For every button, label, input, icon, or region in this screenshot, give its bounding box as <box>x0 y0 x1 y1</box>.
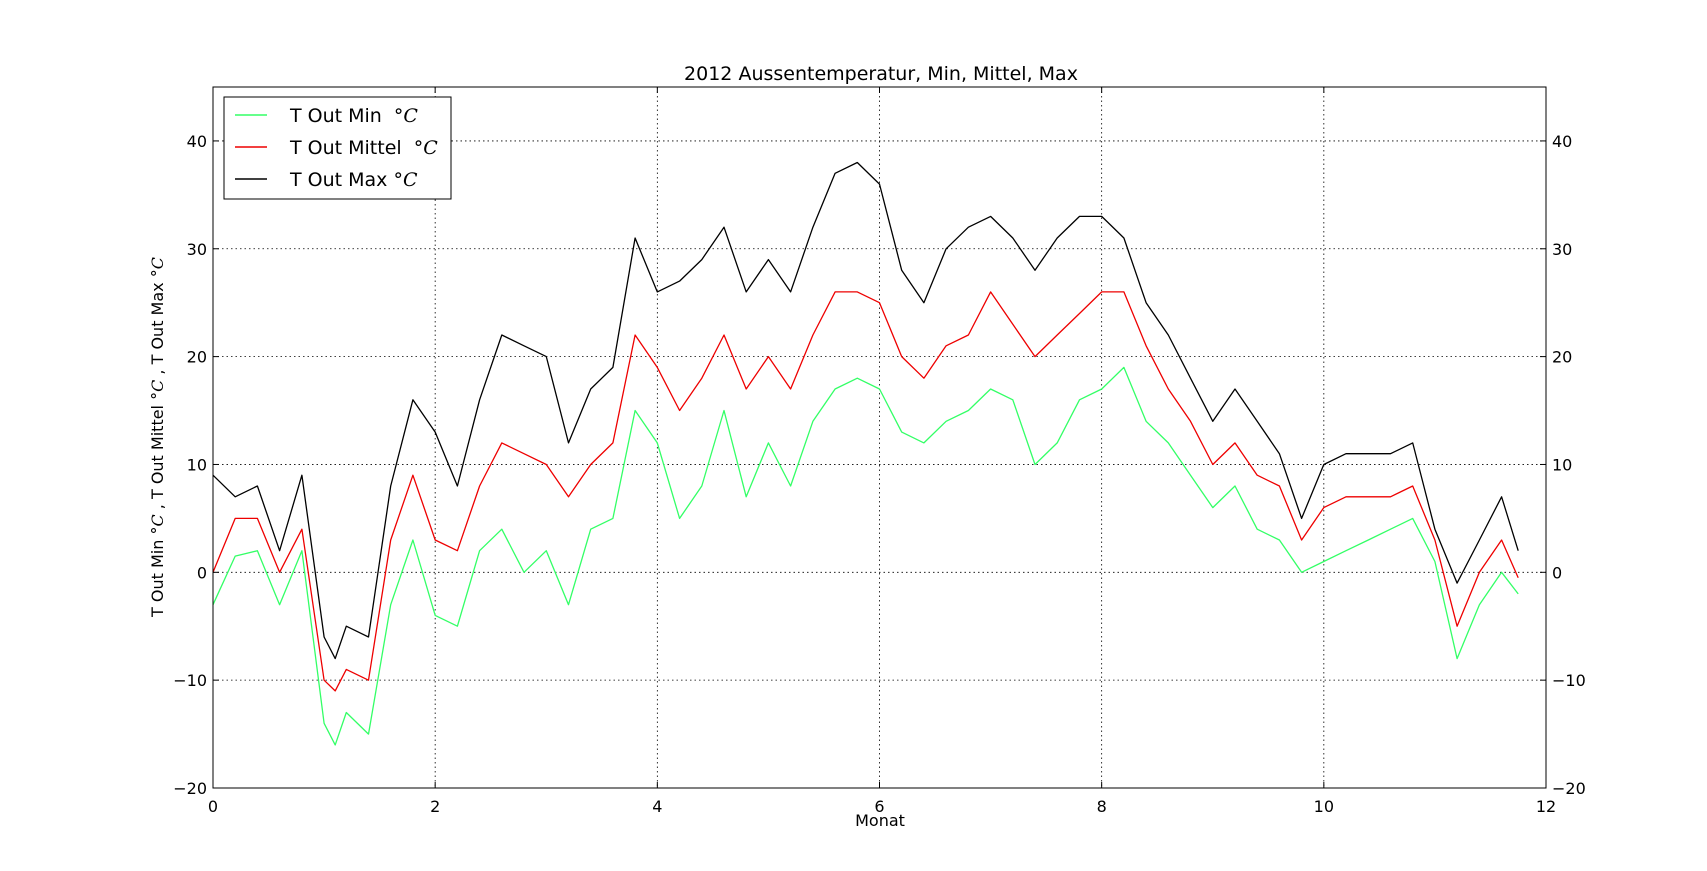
legend-unit-min: °C <box>394 105 419 127</box>
y-label-min: T Out Min <box>148 540 167 618</box>
y-tick-label-left: −20 <box>173 779 207 798</box>
y-tick-label-right: 30 <box>1552 240 1572 259</box>
legend-box <box>223 96 452 200</box>
legend-label-max: T Out Max <box>289 169 387 191</box>
x-tick-label: 4 <box>652 797 662 816</box>
y-label-mittel-unit: °C <box>148 380 167 400</box>
grid-lines <box>213 87 1546 788</box>
y-tick-label-left: 30 <box>187 240 207 259</box>
y-tick-label-left: 10 <box>187 455 207 474</box>
y-tick-label-left: −10 <box>173 671 207 690</box>
y-tick-label-left: 0 <box>197 563 207 582</box>
x-axis-label: Monat <box>855 811 905 830</box>
legend-label-min: T Out Min <box>289 105 382 127</box>
x-tick-label: 10 <box>1314 797 1334 816</box>
y-tick-label-right: 0 <box>1552 563 1562 582</box>
y-tick-label-right: 20 <box>1552 348 1572 367</box>
x-tick-label: 6 <box>874 797 884 816</box>
x-tick-label: 12 <box>1536 797 1556 816</box>
y-tick-label-right: −20 <box>1552 779 1586 798</box>
y-label-max-unit: °C <box>148 257 167 277</box>
series-lines <box>212 161 1519 746</box>
legend: T Out Min °C T Out Mittel °C T Out Max °… <box>223 96 452 200</box>
x-tick-label: 0 <box>208 797 218 816</box>
series-line-min <box>212 366 1519 746</box>
series-line-mittel <box>212 291 1519 692</box>
axis-ticks <box>212 87 1547 789</box>
legend-entry-min: T Out Min °C <box>289 105 418 127</box>
y-tick-label-left: 40 <box>187 132 207 151</box>
x-tick-label: 8 <box>1097 797 1107 816</box>
legend-unit-max: °C <box>393 169 418 191</box>
y-tick-label-left: 20 <box>187 348 207 367</box>
y-label-min-unit: °C <box>148 514 167 534</box>
legend-label-mittel: T Out Mittel <box>289 137 402 159</box>
series-line-max <box>212 161 1519 660</box>
y-axis-label: T Out Min °C , T Out Mittel °C , T Out M… <box>148 257 167 618</box>
legend-entry-max: T Out Max °C <box>289 169 418 191</box>
chart-title: 2012 Aussentemperatur, Min, Mittel, Max <box>684 63 1078 85</box>
y-label-mittel: , T Out Mittel <box>148 405 167 509</box>
y-tick-label-right: −10 <box>1552 671 1586 690</box>
legend-unit-mittel: °C <box>414 137 439 159</box>
y-tick-label-right: 10 <box>1552 455 1572 474</box>
x-tick-label: 2 <box>430 797 440 816</box>
y-label-max: , T Out Max <box>148 282 167 374</box>
legend-entry-mittel: T Out Mittel °C <box>289 137 438 159</box>
y-tick-label-right: 40 <box>1552 132 1572 151</box>
